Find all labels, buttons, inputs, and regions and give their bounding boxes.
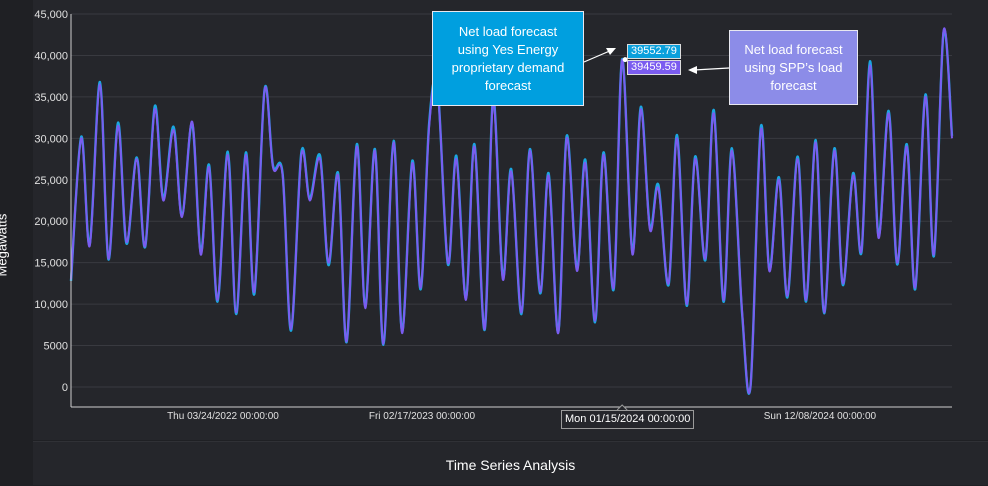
arrowhead-icon — [606, 48, 616, 55]
yes-value-tooltip: 39552.79 — [627, 44, 681, 59]
arrowhead-icon — [688, 66, 697, 74]
x-tick-label: Fri 02/17/2023 00:00:00 — [369, 411, 476, 422]
crosshair-date-label: Mon 01/15/2024 00:00:00 — [561, 410, 695, 429]
y-tick-label: 40,000 — [34, 50, 68, 62]
callout-text: Net load forecast using SPP’s load forec… — [744, 41, 843, 93]
y-tick-label: 0 — [62, 382, 68, 394]
y-tick-label: 45,000 — [34, 9, 68, 21]
crosshair-marker — [616, 404, 628, 411]
arrow-spp — [693, 67, 730, 71]
arrow-yes — [583, 49, 613, 63]
callout-text: Net load forecast using Yes Energy propr… — [451, 23, 565, 93]
y-tick-label: 30,000 — [34, 133, 68, 145]
x-tick-label: Sun 12/08/2024 00:00:00 — [764, 411, 877, 422]
y-tick-label: 20,000 — [34, 216, 68, 228]
y-tick-label: 5000 — [44, 341, 68, 353]
yes-energy-callout: Net load forecast using Yes Energy propr… — [432, 11, 584, 106]
y-tick-label: 35,000 — [34, 92, 68, 104]
footer: Time Series Analysis — [33, 441, 988, 485]
series-line-spp — [70, 27, 953, 395]
y-tick-label: 10,000 — [34, 299, 68, 311]
x-tick-label: Thu 03/24/2022 00:00:00 — [167, 411, 279, 422]
spp-value-tooltip: 39459.59 — [627, 60, 681, 75]
y-tick-label: 15,000 — [34, 258, 68, 270]
hover-point — [622, 57, 628, 63]
y-tick-label: 25,000 — [34, 175, 68, 187]
footer-title: Time Series Analysis — [445, 457, 576, 473]
y-axis-label: Megawatts — [0, 213, 10, 277]
spp-callout: Net load forecast using SPP’s load forec… — [729, 30, 858, 105]
